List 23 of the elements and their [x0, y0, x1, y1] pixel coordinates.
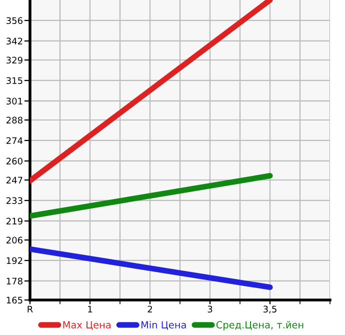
- y-tick-label: 178: [6, 278, 22, 285]
- y-tick-label: 260: [6, 158, 22, 165]
- y-tick-label: 342: [6, 38, 22, 45]
- legend-label: Max Цена: [63, 321, 110, 330]
- x-tick-label: R: [28, 306, 33, 312]
- y-tick-label: 356: [6, 17, 22, 24]
- y-tick-label: 288: [6, 116, 22, 124]
- y-tick-label: 274: [6, 137, 23, 144]
- legend-label: Min Цена: [141, 320, 186, 330]
- x-tick-label: 3: [208, 306, 212, 313]
- y-tick-label: 329: [6, 56, 22, 64]
- y-tick-label: 233: [6, 197, 22, 204]
- y-tick-label: 315: [6, 77, 22, 84]
- y-tick-label: 219: [6, 218, 22, 225]
- y-tick-label: 206: [6, 236, 22, 244]
- legend-label: Сред.Цена, т.йен: [216, 321, 304, 330]
- x-tick-label: 3,5: [264, 306, 276, 314]
- x-tick-label: 1: [88, 306, 92, 312]
- y-tick-label: 165: [6, 296, 22, 304]
- y-tick-label: 301: [6, 98, 22, 105]
- y-tick-label: 192: [6, 257, 22, 264]
- y-tick-label: 247: [6, 176, 22, 184]
- x-tick-label: 2: [148, 306, 152, 312]
